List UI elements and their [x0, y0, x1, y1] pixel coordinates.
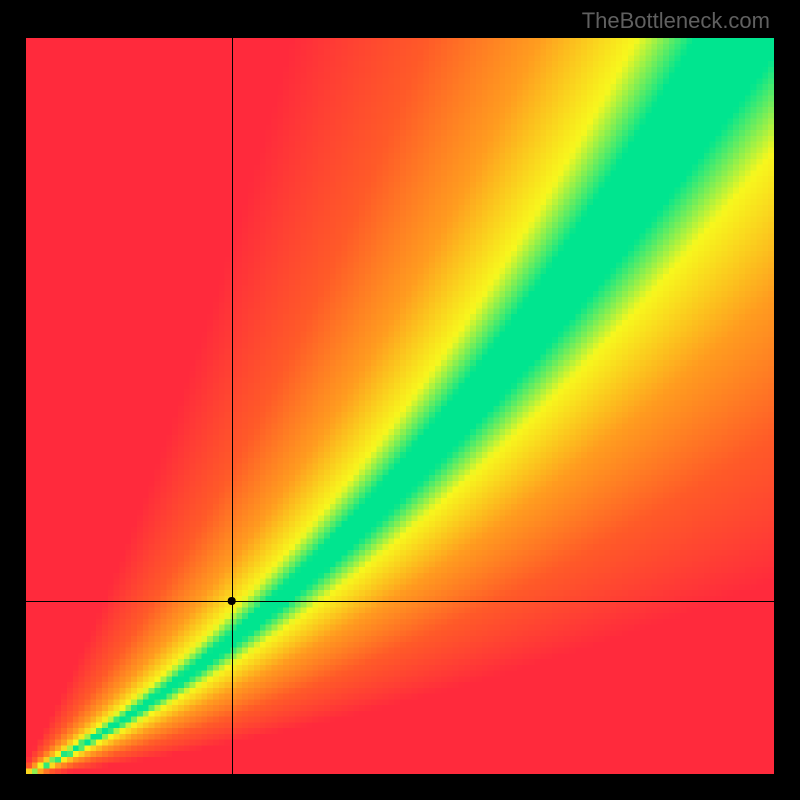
- crosshair-overlay: [26, 38, 774, 774]
- root-container: { "watermark": { "text": "TheBottleneck.…: [0, 0, 800, 800]
- watermark-text: TheBottleneck.com: [582, 8, 770, 34]
- heatmap-plot: [26, 38, 774, 774]
